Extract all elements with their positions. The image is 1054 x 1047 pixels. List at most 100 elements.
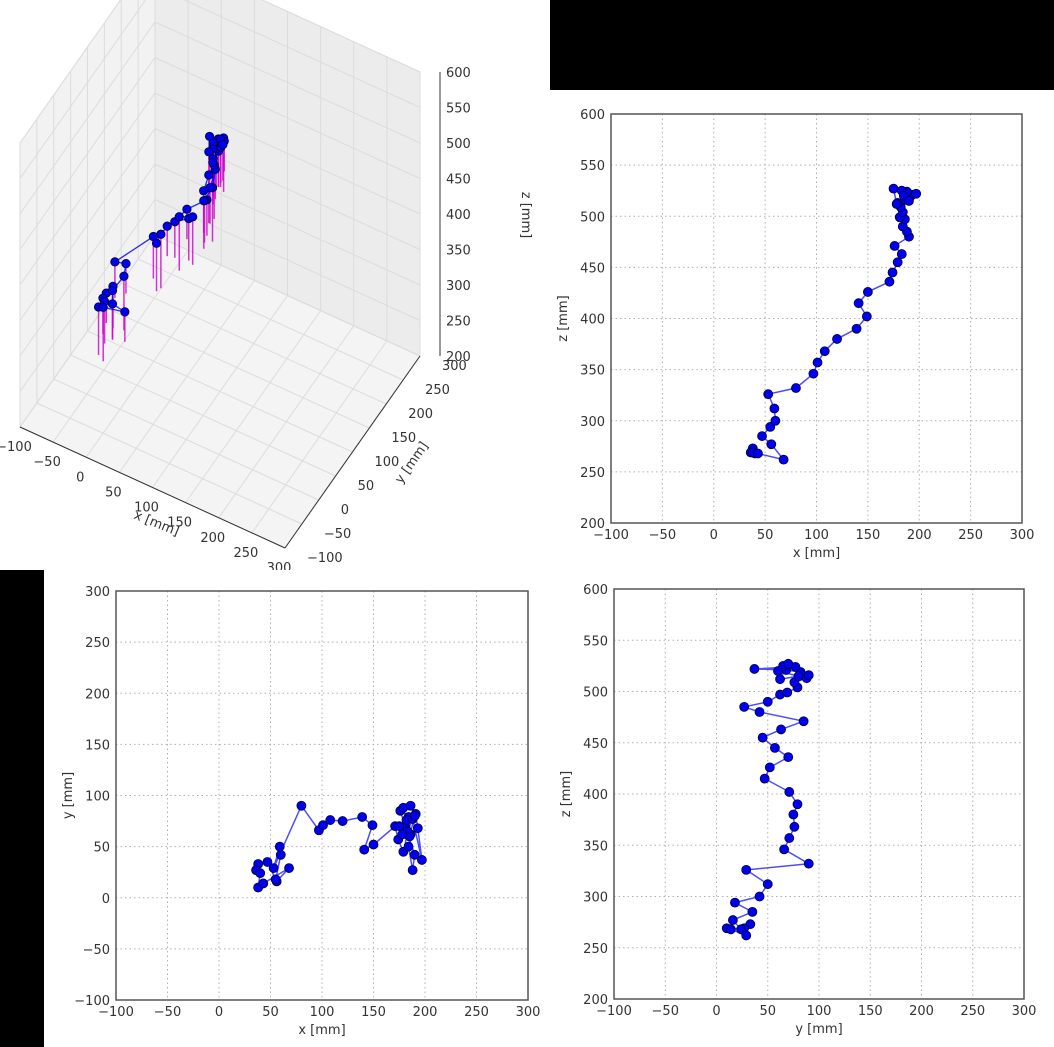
black-background-top	[550, 0, 1054, 90]
data-point	[757, 431, 767, 441]
data-point	[770, 415, 781, 426]
x-tick-label: 0	[710, 528, 718, 543]
data-point	[258, 878, 269, 889]
data-point	[773, 666, 783, 676]
data-point	[119, 271, 129, 281]
trajectory-markers	[251, 800, 427, 893]
x-tick-label: 50	[262, 1005, 279, 1020]
data-point	[325, 815, 336, 825]
axes-frame	[115, 590, 529, 1001]
chart-xy-canvas: −100 −50 0 50 100 150 200 250 300 −100 −50 0 50 100 15…	[61, 585, 540, 1038]
data-point	[417, 855, 427, 865]
data-point	[911, 188, 922, 199]
data-point	[775, 674, 785, 685]
y-axis-label: y [mm]	[61, 772, 76, 819]
data-point	[367, 820, 378, 831]
data-point	[778, 454, 789, 465]
data-point	[204, 147, 214, 157]
data-point	[788, 809, 799, 820]
data-point	[409, 849, 420, 860]
data-point	[188, 212, 198, 222]
data-point	[268, 863, 279, 873]
data-point	[784, 787, 795, 797]
data-point	[747, 906, 758, 917]
grid-line	[19, 92, 421, 286]
data-point	[204, 131, 215, 142]
data-point	[284, 863, 294, 873]
data-point	[218, 140, 228, 150]
data-point	[270, 874, 281, 885]
y-tick-label: 200	[580, 517, 605, 532]
data-point	[819, 346, 830, 357]
x-tick-label: 100	[310, 1005, 335, 1020]
data-point	[783, 752, 794, 763]
data-point	[730, 897, 740, 908]
data-point	[156, 229, 166, 239]
y-tick-label: 300	[442, 359, 467, 374]
grid-lines	[116, 591, 528, 1000]
y-tick-label: 200	[408, 407, 433, 422]
grid-line	[19, 198, 421, 392]
grid-line	[104, 306, 370, 429]
y-axis-label: z [mm]	[556, 295, 571, 341]
grid-line	[19, 0, 421, 144]
chart-xz-canvas: −100 −50 0 50 100 150 200 250 300 200 250 300 350 400…	[556, 108, 1035, 561]
data-point	[764, 762, 775, 773]
data-point	[749, 664, 760, 674]
data-point	[891, 199, 902, 209]
data-point	[739, 701, 750, 712]
data-point	[762, 696, 773, 707]
trajectory-markers	[93, 131, 229, 317]
x-tick-label: 150	[855, 528, 880, 543]
data-point	[754, 707, 765, 717]
data-point	[769, 403, 780, 414]
data-point	[403, 841, 414, 852]
data-point	[782, 687, 793, 698]
data-point	[851, 323, 862, 334]
y-tick-label: 200	[85, 687, 110, 702]
z-tick-label: 200	[446, 350, 471, 365]
data-point	[884, 276, 895, 287]
data-point	[407, 865, 418, 876]
data-point	[808, 368, 819, 379]
y-tick-label: 250	[85, 636, 110, 651]
x-tick-label: −50	[154, 1005, 181, 1020]
grid-3d	[19, 0, 421, 549]
black-background-left	[0, 570, 44, 1047]
z-tick-label: 450	[446, 173, 471, 188]
trajectory-markers	[721, 658, 814, 941]
data-point	[357, 812, 368, 822]
chart-xz-projection: −100 −50 0 50 100 150 200 250 300 200 250 300 350 400…	[550, 90, 1054, 570]
x-tick-label: 50	[105, 485, 122, 500]
data-point	[888, 183, 899, 194]
data-point	[798, 716, 809, 727]
y-tick-label: 50	[93, 841, 110, 856]
y-tick-label: 400	[583, 788, 608, 803]
y-tick-label: 150	[391, 431, 416, 446]
data-point	[107, 285, 118, 296]
data-point	[793, 671, 804, 682]
x-tick-label: 100	[807, 1004, 832, 1019]
trajectory-markers	[745, 183, 922, 465]
x-axis-line	[19, 426, 286, 549]
data-point	[204, 170, 214, 180]
data-point	[274, 841, 285, 852]
chart-xy-projection: −100 −50 0 50 100 150 200 250 300 −100 −50 0 50 100 15…	[44, 570, 540, 1047]
grid-line	[19, 127, 421, 321]
x-tick-label: 300	[1010, 528, 1035, 543]
grid-line	[137, 258, 404, 381]
y-tick-label: −50	[83, 943, 110, 958]
z-tick-label: 550	[446, 102, 471, 117]
x-tick-label: 250	[958, 528, 983, 543]
z-tick-label: 600	[446, 66, 471, 81]
data-point	[892, 257, 903, 268]
y-axis-line	[284, 355, 421, 549]
data-point	[896, 249, 907, 259]
y-tick-label: 300	[583, 891, 608, 906]
x-tick-label: −50	[33, 455, 60, 470]
grid-line	[19, 0, 421, 179]
y-tick-label: 300	[580, 415, 605, 430]
data-point	[770, 742, 780, 753]
data-point	[783, 658, 794, 669]
x-tick-label: 0	[76, 470, 84, 485]
